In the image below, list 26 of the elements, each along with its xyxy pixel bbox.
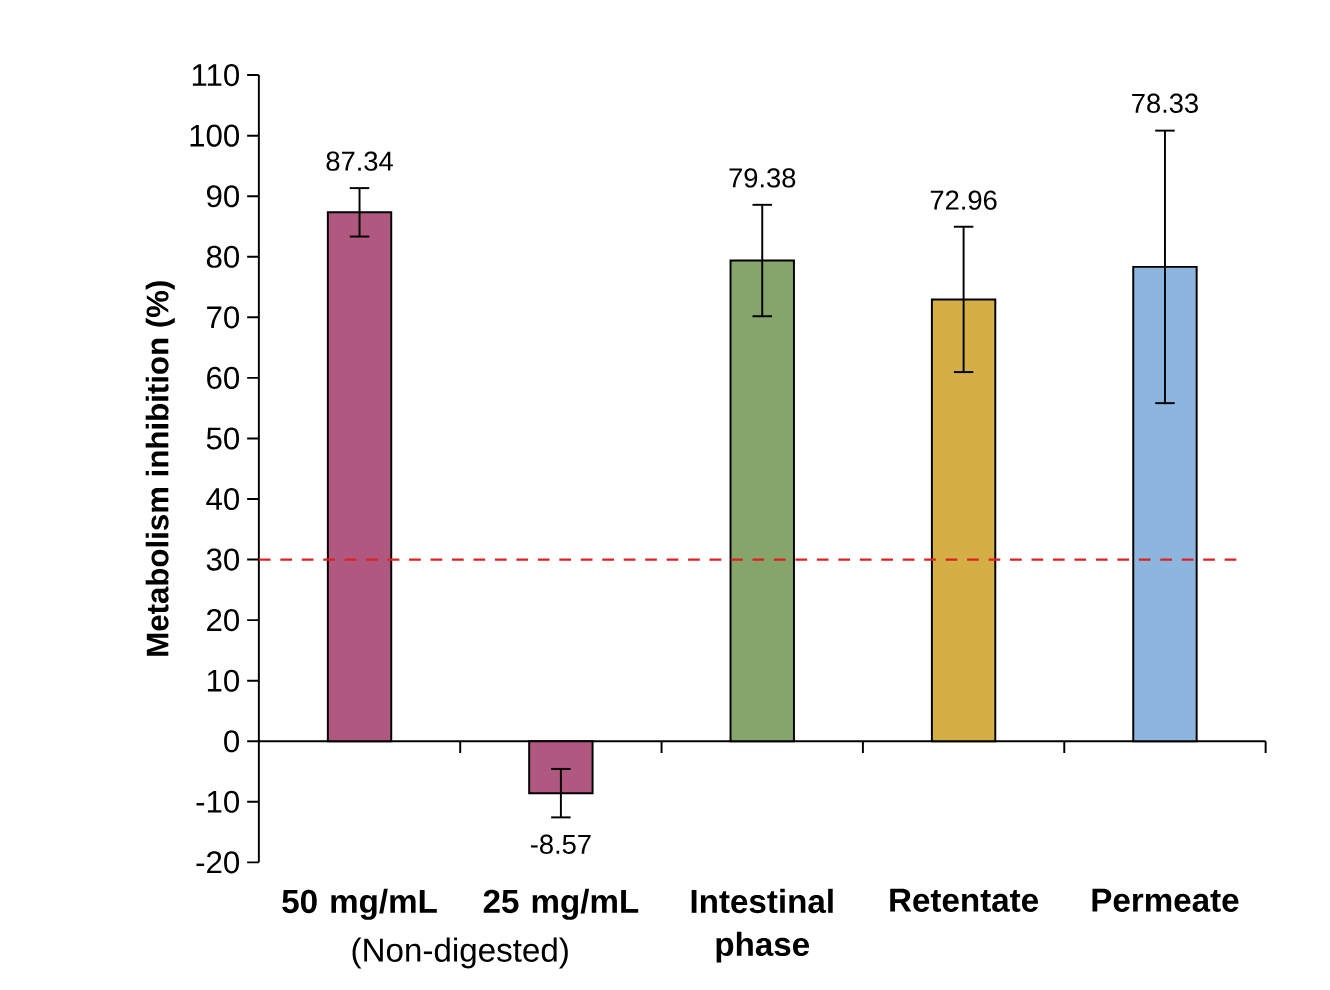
y-tick-label: -20 [196, 851, 240, 874]
y-tick-label: 30 [206, 548, 240, 571]
y-tick-label: 90 [207, 185, 240, 208]
y-tick-label: 0 [224, 730, 240, 753]
x-tick-label: 25 mg/mL [483, 888, 639, 920]
data-label: -8.57 [530, 834, 591, 854]
y-axis-title: Metabolism inhibition (%) [145, 281, 175, 656]
y-tick-label: -10 [196, 790, 240, 813]
data-label: 87.34 [326, 151, 393, 171]
data-label: 79.38 [729, 168, 796, 188]
annotation: 72.96 [930, 190, 997, 210]
y-tick-label: 110 [192, 63, 240, 87]
y-tick-label: 20 [207, 609, 240, 632]
y-tick-label: 80 [206, 245, 240, 268]
x-tick-label: Intestinal phase [691, 888, 833, 963]
y-tick-label: 70 [207, 306, 240, 329]
text: (Non-digested) [352, 937, 568, 969]
x-tick-label: Permeate [1092, 888, 1239, 912]
y-tick-label: 100 [190, 124, 240, 147]
annotation: 78.33 [1132, 93, 1198, 113]
x-tick-label: Retentate [890, 888, 1039, 912]
y-tick-label: 60 [207, 366, 240, 389]
x-tick-label: 50 mg/mL [282, 888, 437, 920]
y-tick-label: 10 [207, 669, 240, 692]
y-tick-label: 50 [206, 427, 240, 450]
y-tick-label: 40 [206, 487, 240, 510]
